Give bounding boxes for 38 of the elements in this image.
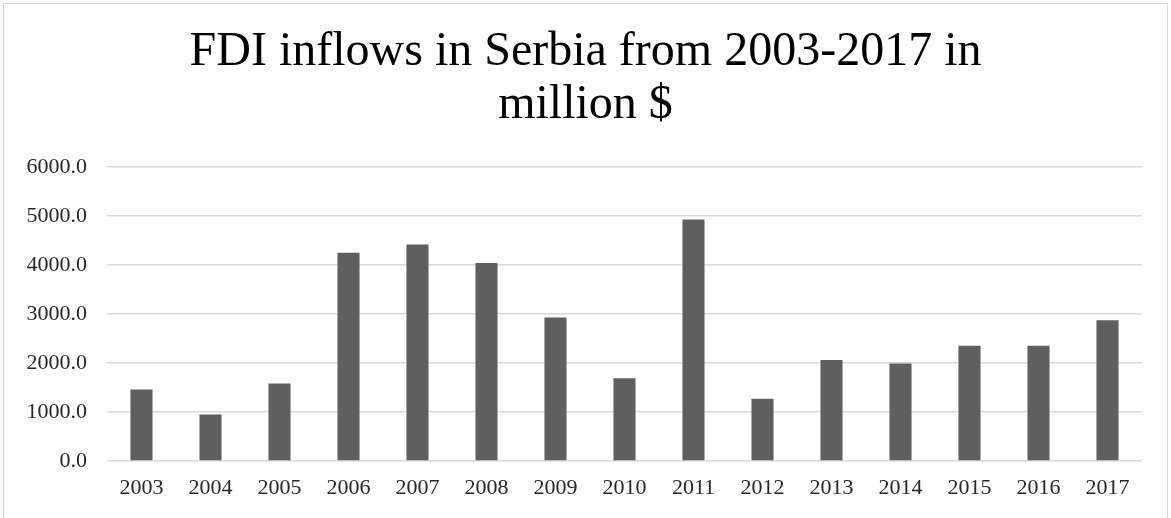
x-tick-label: 2010	[602, 473, 647, 499]
x-tick-label: 2003	[119, 473, 164, 499]
bar	[820, 360, 843, 461]
bar	[958, 345, 981, 461]
chart-title: FDI inflows in Serbia from 2003-2017 in million $	[188, 22, 983, 128]
y-tick-label: 3000.0	[26, 299, 87, 325]
bar	[889, 363, 912, 461]
y-tick-label: 4000.0	[26, 250, 87, 276]
bar	[1096, 320, 1119, 461]
x-tick-label: 2004	[188, 473, 233, 499]
y-tick-label: 0.0	[59, 446, 87, 472]
y-tick-label: 1000.0	[26, 397, 87, 423]
x-tick-label: 2005	[257, 473, 302, 499]
y-tick-label: 2000.0	[26, 348, 87, 374]
bar	[1027, 345, 1050, 461]
bar	[475, 263, 498, 461]
bar	[613, 378, 636, 461]
x-tick-label: 2015	[947, 473, 992, 499]
bar	[751, 398, 774, 461]
x-tick-label: 2011	[671, 473, 716, 499]
bar	[130, 389, 153, 461]
x-tick-label: 2006	[326, 473, 371, 499]
x-tick-label: 2013	[809, 473, 854, 499]
x-tick-label: 2014	[878, 473, 923, 499]
x-tick-label: 2016	[1016, 473, 1061, 499]
y-tick-label: 5000.0	[26, 201, 87, 227]
y-tick-label: 6000.0	[26, 152, 87, 178]
bar	[337, 252, 360, 461]
x-tick-label: 2007	[395, 473, 440, 499]
x-tick-label: 2008	[464, 473, 509, 499]
bar	[406, 244, 429, 461]
x-tick-label: 2012	[740, 473, 785, 499]
bar	[544, 317, 567, 461]
bar	[199, 414, 222, 461]
bar	[682, 219, 705, 461]
x-tick-label: 2017	[1085, 473, 1130, 499]
bar	[268, 383, 291, 461]
x-tick-label: 2009	[533, 473, 578, 499]
